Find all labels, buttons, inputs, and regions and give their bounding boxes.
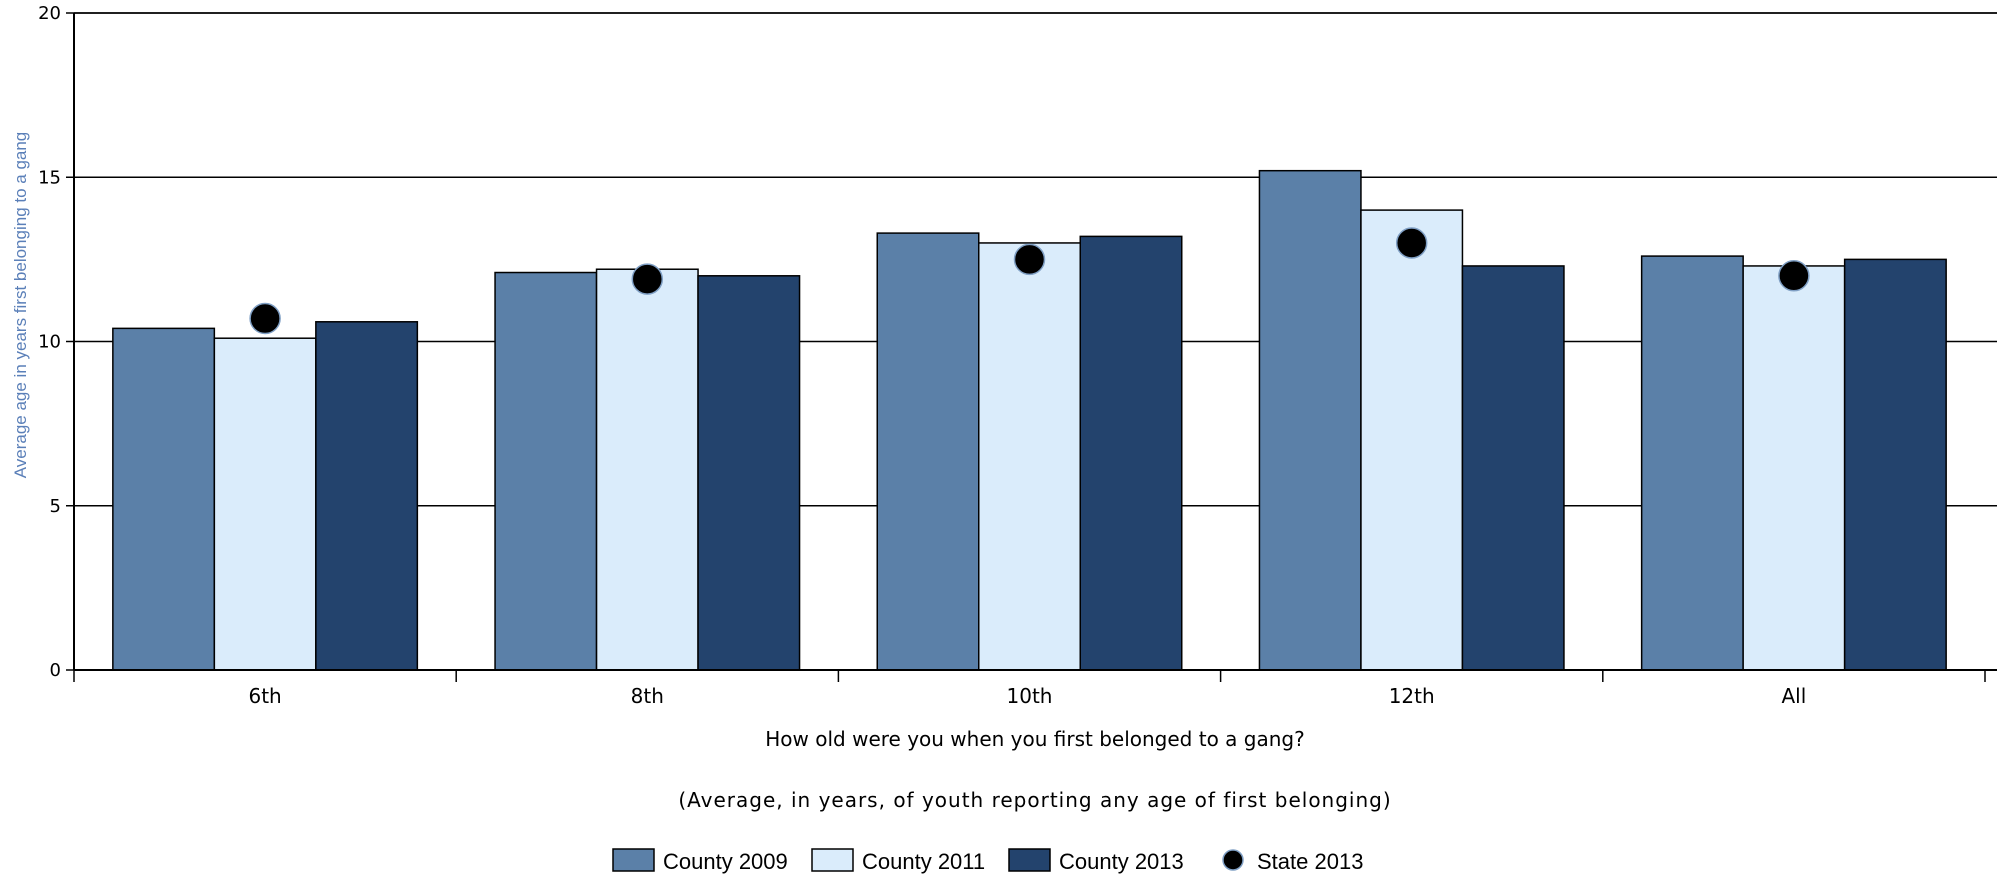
- bar: [213, 337, 317, 671]
- legend-label: State 2013: [1257, 849, 1363, 874]
- legend-label: County 2011: [862, 849, 985, 874]
- bar: [315, 321, 419, 671]
- x-tick-label: 10th: [1007, 684, 1053, 708]
- legend-swatch: [1008, 848, 1051, 872]
- bar: [1640, 255, 1744, 671]
- bar: [1742, 265, 1846, 671]
- x-tick-label: 6th: [248, 684, 281, 708]
- y-axis-title: Average age in years first belonging to …: [11, 132, 30, 479]
- legend-label: County 2009: [663, 849, 788, 874]
- chart-subtitle: (Average, in years, of youth reporting a…: [678, 788, 1391, 812]
- y-tick-labels: 0 5 10 15 20: [38, 3, 74, 681]
- state-marker: [249, 302, 281, 335]
- state-marker: [1395, 227, 1428, 259]
- y-tick-label: 5: [50, 496, 61, 517]
- state-marker: [1778, 260, 1810, 292]
- legend-item: County 2013: [1008, 848, 1184, 874]
- x-axis-title: How old were you when you first belonged…: [765, 727, 1304, 751]
- bar: [595, 268, 699, 671]
- legend-swatch: [811, 848, 854, 872]
- y-tick-label: 0: [50, 660, 61, 681]
- x-tick-label: 8th: [631, 684, 664, 708]
- legend-item: County 2011: [811, 848, 985, 874]
- legend: County 2009 County 2011 County 2013 State 2…: [612, 848, 1363, 874]
- bar: [1461, 265, 1565, 671]
- bar: [1360, 209, 1464, 671]
- x-tick-label: 12th: [1389, 684, 1435, 708]
- y-tick-label: 10: [38, 332, 61, 353]
- bar: [494, 271, 598, 671]
- legend-marker: [1222, 849, 1244, 871]
- bar: [876, 232, 980, 671]
- x-tick-label: All: [1782, 684, 1807, 708]
- state-marker: [631, 263, 664, 295]
- y-tick-label: 20: [38, 3, 61, 24]
- legend-label: County 2013: [1059, 849, 1184, 874]
- bars: [112, 169, 1947, 671]
- legend-item: State 2013: [1222, 849, 1363, 874]
- bar: [1079, 235, 1183, 671]
- bar: [112, 327, 216, 671]
- x-category-labels: 6th 8th 10th 12th All: [248, 684, 1806, 708]
- y-tick-label: 15: [38, 167, 61, 188]
- bar: [978, 242, 1081, 671]
- bar: [697, 275, 801, 671]
- state-markers: [249, 227, 1810, 335]
- legend-item: County 2009: [612, 848, 788, 874]
- bar: [1843, 258, 1947, 671]
- state-marker: [1013, 243, 1046, 276]
- bar: [1258, 169, 1362, 671]
- legend-swatch: [612, 848, 655, 872]
